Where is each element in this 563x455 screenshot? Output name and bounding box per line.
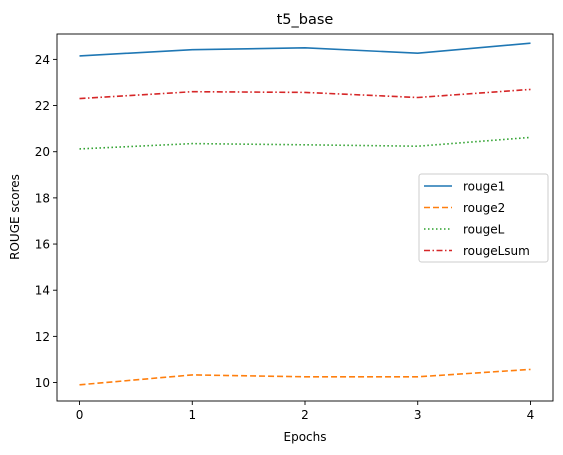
legend-box xyxy=(418,173,549,263)
legend-label-rouge2: rouge2 xyxy=(463,201,505,215)
series-line-rougel xyxy=(79,136,531,150)
y-tick-label: 10 xyxy=(35,376,50,390)
plot-area: 0 1 2 3 41012141618202224rouge1rouge2rougeLr… xyxy=(35,33,554,422)
series-line-rouge2 xyxy=(79,368,531,386)
y-axis-label: ROUGE scores xyxy=(8,174,22,260)
y-tick-label: 22 xyxy=(35,99,50,113)
legend-label-rougelsum: rougeLsum xyxy=(463,244,530,258)
y-tick-label: 20 xyxy=(35,145,50,159)
chart-title: t5_base xyxy=(277,12,334,28)
x-tick-label: 4 xyxy=(527,408,535,422)
series-line-rouge1 xyxy=(79,42,531,57)
x-tick-label: 3 xyxy=(414,408,422,422)
x-tick-label: 2 xyxy=(301,408,309,422)
x-tick-label: 1 xyxy=(188,408,196,422)
y-tick-label: 14 xyxy=(35,284,50,298)
legend-label-rouge1: rouge1 xyxy=(463,180,505,194)
legend-label-rougel: rougeL xyxy=(463,223,505,237)
y-tick-label: 24 xyxy=(35,53,50,67)
y-tick-label: 18 xyxy=(35,191,50,205)
y-tick-label: 12 xyxy=(35,330,50,344)
y-tick-label: 16 xyxy=(35,238,50,252)
x-axis-label: Epochs xyxy=(284,430,327,444)
series-line-rougelsum xyxy=(79,88,531,100)
x-tick-label: 0 xyxy=(76,408,84,422)
